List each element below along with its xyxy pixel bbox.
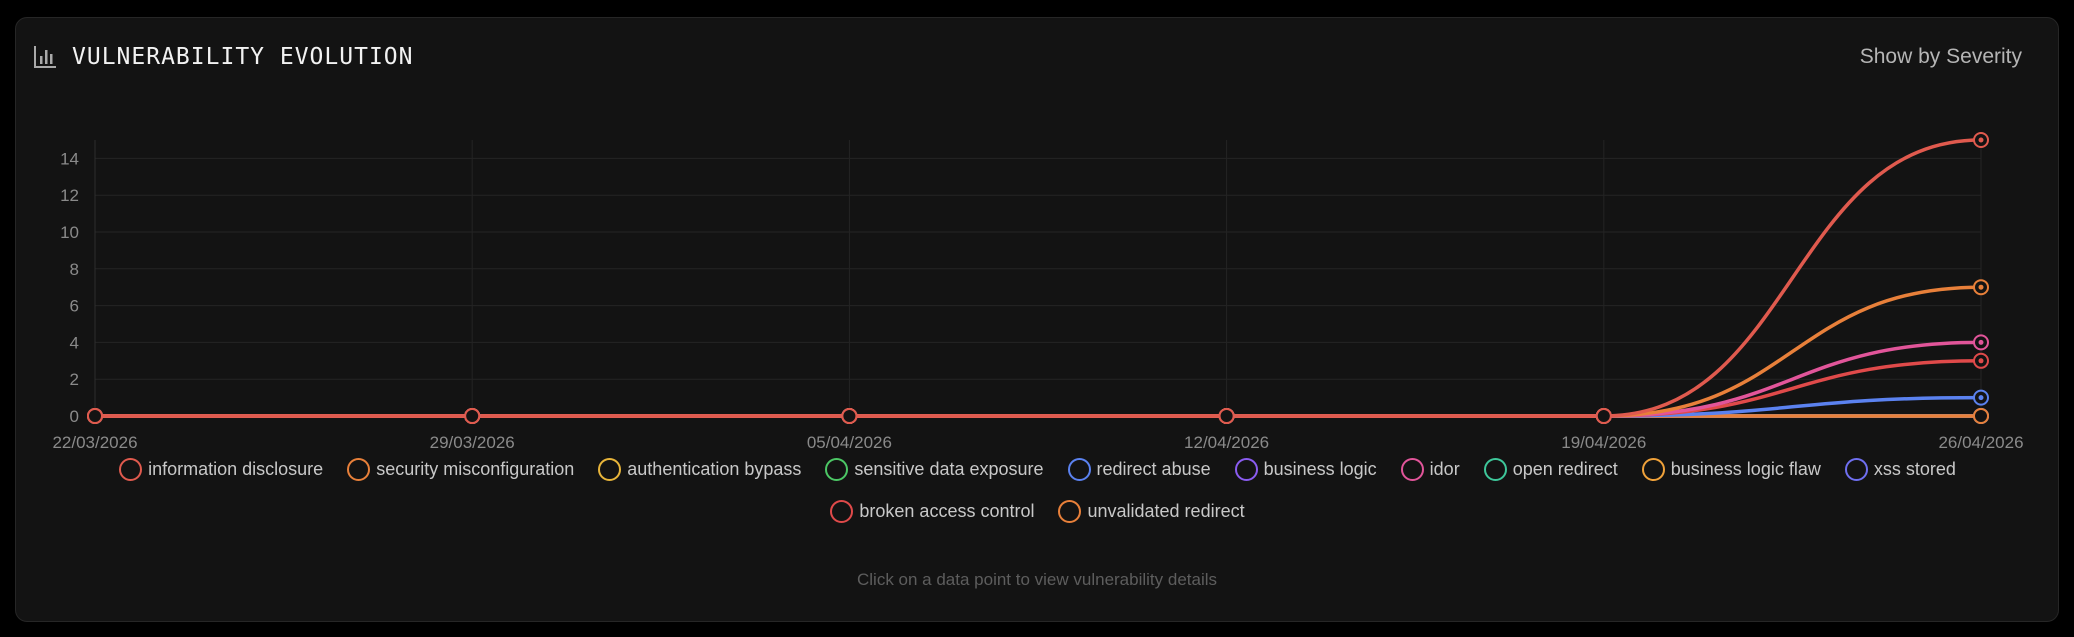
x-tick-label: 12/04/2026 (1184, 433, 1269, 452)
y-tick-label: 10 (60, 223, 79, 242)
legend-label: broken access control (859, 500, 1035, 521)
data-point-information-disclosure[interactable] (464, 408, 481, 424)
legend-item-authentication-bypass[interactable]: authentication bypass (598, 455, 801, 483)
y-tick-label: 14 (60, 149, 79, 168)
legend-item-sensitive-data-exposure[interactable]: sensitive data exposure (825, 455, 1044, 483)
legend-label: redirect abuse (1096, 458, 1211, 479)
data-point-information-disclosure[interactable] (87, 408, 103, 424)
legend-label: unvalidated redirect (1087, 500, 1245, 521)
series-line-information-disclosure (93, 138, 1983, 418)
legend-item-open-redirect[interactable]: open redirect (1483, 455, 1618, 483)
legend-item-broken-access-control[interactable]: broken access control (830, 497, 1034, 525)
data-point-center-security-misconfiguration (1978, 284, 1984, 290)
data-point-center-information-disclosure (1978, 137, 1984, 143)
data-point-center-redirect-abuse (1978, 395, 1984, 401)
chart-legend: information disclosure security misconfig… (100, 455, 1975, 525)
x-tick-label: 26/04/2026 (1938, 433, 2023, 452)
legend-item-xss-stored[interactable]: xss stored (1844, 455, 1956, 483)
x-tick-label: 22/03/2026 (52, 433, 137, 452)
legend-label: sensitive data exposure (854, 458, 1044, 479)
x-tick-label: 05/04/2026 (807, 433, 892, 452)
chart-title: VULNERABILITY EVOLUTION (72, 44, 414, 70)
bar-chart-icon (34, 46, 56, 68)
legend-label: idor (1429, 458, 1460, 479)
data-point-unvalidated-redirect[interactable] (1973, 408, 1989, 424)
line-chart: 0 2 4 6 8 10 12 14 22/03/2026 29/03/2026 05/04/202… (52, 132, 2024, 452)
chart-hint: Click on a data point to view vulnerabil… (856, 570, 1218, 589)
legend-item-redirect-abuse[interactable]: redirect abuse (1067, 455, 1211, 483)
legend-swatch (119, 457, 143, 481)
legend-item-security-misconfiguration[interactable]: security misconfiguration (347, 455, 574, 483)
y-tick-label: 8 (70, 260, 79, 279)
y-tick-label: 4 (70, 333, 79, 352)
x-tick-label: 19/04/2026 (1561, 433, 1646, 452)
legend-swatch (1234, 457, 1258, 481)
legend-label: xss stored (1873, 458, 1956, 479)
legend-item-information-disclosure[interactable]: information disclosure (119, 455, 323, 483)
legend-swatch (1641, 457, 1665, 481)
legend-item-idor[interactable]: idor (1400, 455, 1460, 483)
legend-swatch (1400, 457, 1424, 481)
legend-item-business-logic-flaw[interactable]: business logic flaw (1641, 455, 1821, 483)
legend-label: security misconfiguration (376, 458, 575, 479)
legend-swatch (1483, 457, 1507, 481)
legend-swatch (598, 457, 622, 481)
legend-label: open redirect (1512, 458, 1618, 479)
legend-item-business-logic[interactable]: business logic (1234, 455, 1377, 483)
data-point-information-disclosure[interactable] (1218, 408, 1235, 424)
data-point-information-disclosure[interactable] (1595, 408, 1612, 424)
x-tick-label: 29/03/2026 (430, 433, 515, 452)
legend-swatch (1067, 457, 1091, 481)
data-point-center-idor (1978, 339, 1984, 345)
y-tick-label: 12 (60, 186, 79, 205)
legend-swatch (1844, 457, 1868, 481)
data-point-center-broken-access-control (1978, 358, 1984, 364)
legend-label: business logic flaw (1670, 458, 1821, 479)
legend-item-unvalidated-redirect[interactable]: unvalidated redirect (1058, 497, 1245, 525)
legend-swatch (347, 457, 371, 481)
y-tick-label: 2 (70, 370, 79, 389)
y-tick-label: 6 (70, 297, 79, 316)
legend-swatch (1058, 499, 1082, 523)
legend-label: information disclosure (148, 458, 324, 479)
legend-label: authentication bypass (627, 458, 802, 479)
vulnerability-evolution-card (15, 17, 2059, 622)
legend-swatch (825, 457, 849, 481)
legend-label: business logic (1263, 458, 1377, 479)
y-tick-label: 0 (70, 407, 79, 426)
legend-swatch (830, 499, 854, 523)
data-point-information-disclosure[interactable] (841, 408, 858, 424)
show-by-severity-toggle[interactable]: Show by Severity (1859, 45, 2022, 68)
series-line-security-misconfiguration (93, 285, 1983, 418)
